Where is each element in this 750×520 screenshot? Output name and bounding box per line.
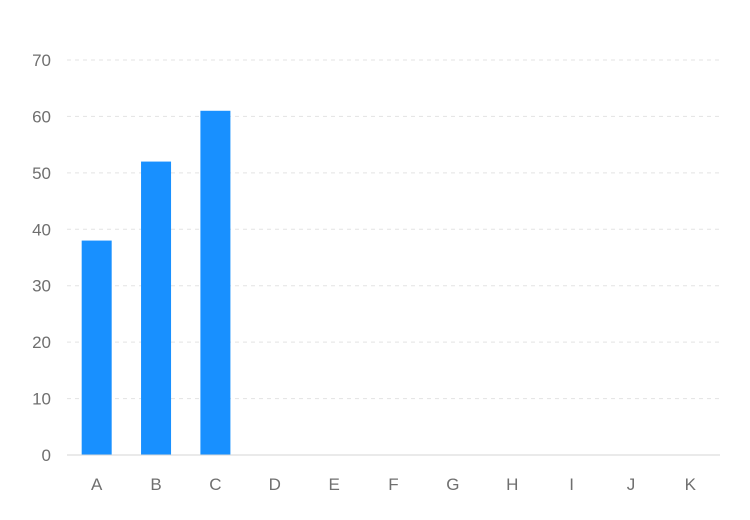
x-tick-label: D [269,475,281,494]
x-tick-label: F [388,475,398,494]
y-tick-label: 10 [32,390,51,409]
x-tick-label: G [446,475,459,494]
bar-b [141,161,172,456]
y-tick-label: 40 [32,220,51,239]
y-tick-label: 20 [32,333,51,352]
grid-lines [67,59,720,400]
y-tick-label: 70 [32,51,51,70]
x-tick-label: E [328,475,339,494]
bars [81,110,231,456]
y-tick-label: 0 [42,446,51,465]
x-tick-label: I [569,475,574,494]
x-tick-label: K [685,475,697,494]
y-tick-label: 60 [32,107,51,126]
y-tick-label: 50 [32,164,51,183]
x-tick-label: A [91,475,103,494]
bar-a [81,240,112,455]
bar-c [200,110,231,456]
x-axis-tick-labels: A B C D E F G H I J K [91,475,697,494]
y-tick-label: 30 [32,277,51,296]
y-axis-tick-labels: 0 10 20 30 40 50 60 70 [32,51,51,465]
x-tick-label: H [506,475,518,494]
x-tick-label: B [150,475,161,494]
x-tick-label: J [627,475,636,494]
x-tick-label: C [209,475,221,494]
